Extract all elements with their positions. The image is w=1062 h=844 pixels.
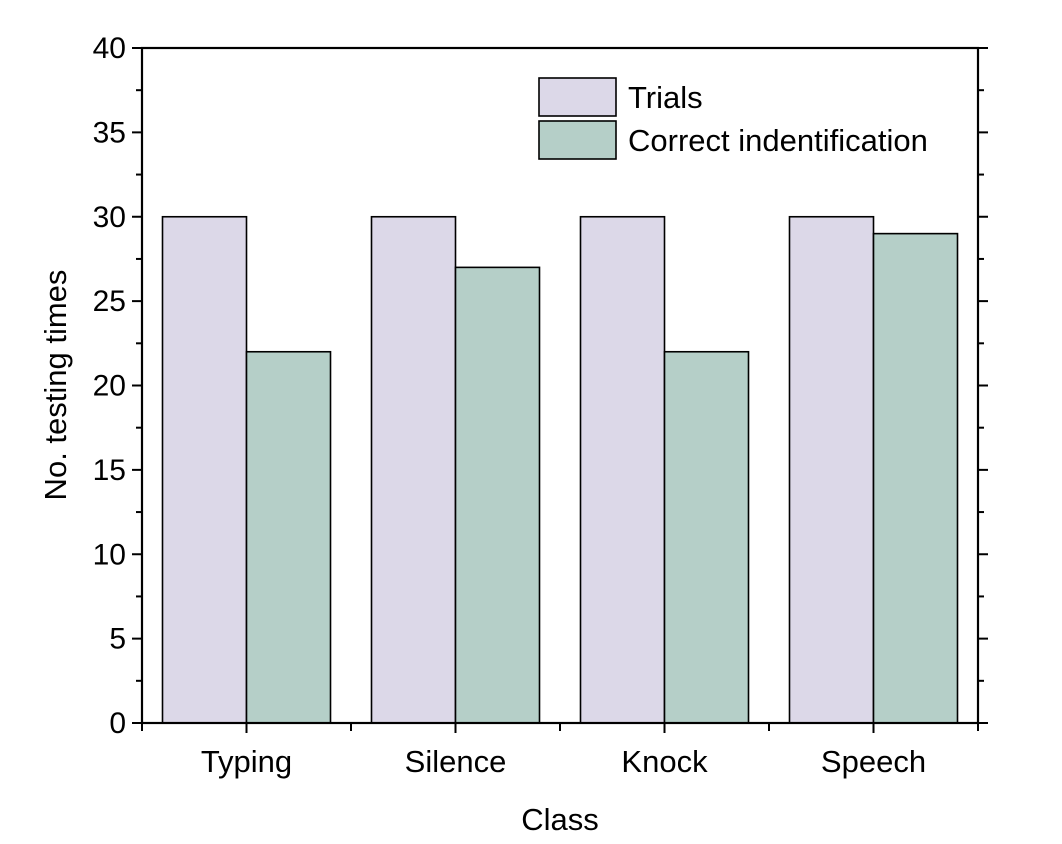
bar-typing-series-1 (245, 350, 332, 724)
y-tick-label: 25 (93, 285, 126, 318)
bar-knock-series-1 (663, 350, 750, 724)
x-tick-label-silence: Silence (405, 744, 507, 779)
y-tick-label: 20 (93, 370, 126, 403)
x-axis: Typing Silence Knock Speech (141, 723, 979, 779)
legend-label-1: Correct indentification (628, 123, 928, 158)
y-axis-title: No. testing times (38, 270, 73, 501)
legend: Trials Correct indentification (538, 77, 928, 160)
y-tick-label: 15 (93, 454, 126, 487)
y-tick-label: 35 (93, 116, 126, 149)
bar-speech-series-0 (788, 215, 875, 724)
legend-label-0: Trials (628, 80, 703, 115)
bar-typing-series-0 (161, 215, 248, 724)
x-tick-label-knock: Knock (621, 744, 708, 779)
y-tick-label: 30 (93, 201, 126, 234)
x-tick-label-typing: Typing (201, 744, 292, 779)
bar-knock-series-0 (579, 215, 666, 724)
bars-group (161, 215, 959, 724)
y-axis: 0 5 10 15 20 25 30 35 40 (93, 32, 988, 740)
y-tick-label: 5 (109, 623, 126, 656)
y-tick-label: 10 (93, 538, 126, 571)
x-axis-title: Class (521, 802, 599, 837)
bar-speech-series-1 (872, 232, 959, 724)
bar-silence-series-0 (370, 215, 457, 724)
legend-swatch-1 (538, 120, 617, 160)
y-tick-label: 0 (109, 707, 126, 740)
x-tick-label-speech: Speech (821, 744, 926, 779)
y-tick-label: 40 (93, 32, 126, 65)
bar-silence-series-1 (454, 266, 541, 724)
legend-swatch-0 (538, 77, 617, 117)
